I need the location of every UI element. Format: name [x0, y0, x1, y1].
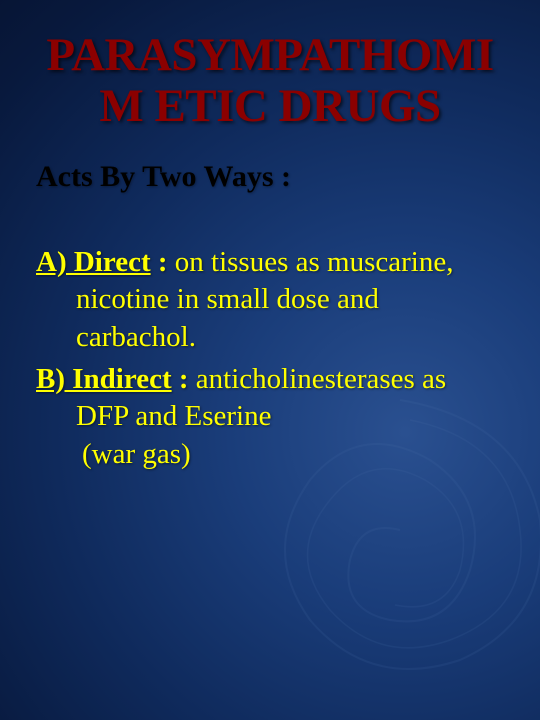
title-line1: PARASYMPATHOMI — [46, 29, 493, 81]
slide-subtitle: Acts By Two Ways : — [36, 160, 508, 194]
item-a: A) Direct : on tissues as muscarine, nic… — [36, 244, 508, 357]
item-a-line3: carbachol. — [36, 321, 196, 353]
title-line2: M ETIC DRUGS — [99, 80, 440, 132]
item-b-line3: (war gas) — [36, 438, 191, 470]
body-text: A) Direct : on tissues as muscarine, nic… — [36, 244, 508, 474]
slide-title: PARASYMPATHOMI M ETIC DRUGS — [32, 30, 508, 132]
item-a-colon: : — [151, 246, 168, 278]
item-a-line2: nicotine in small dose and — [36, 283, 379, 315]
item-a-line1: on tissues as muscarine, — [168, 246, 454, 278]
item-b-label: B) Indirect — [36, 363, 172, 395]
slide-content: PARASYMPATHOMI M ETIC DRUGS Acts By Two … — [0, 0, 540, 474]
item-b-line2: DFP and Eserine — [36, 400, 271, 432]
item-a-label: A) Direct — [36, 246, 151, 278]
item-b-colon: : — [172, 363, 189, 395]
item-b-line1: anticholinesterases as — [189, 363, 447, 395]
item-b: B) Indirect : anticholinesterases as DFP… — [36, 361, 508, 474]
